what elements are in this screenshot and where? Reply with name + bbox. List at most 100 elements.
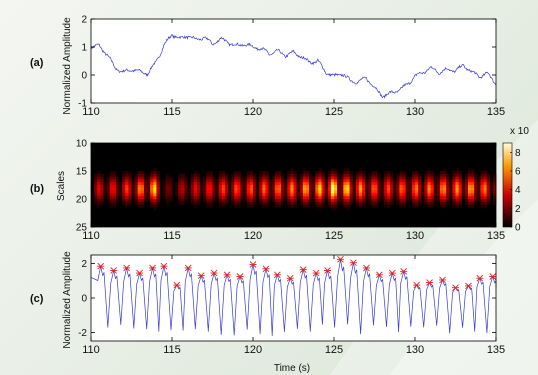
heatmap-cell [122, 196, 126, 200]
heatmap-cell [480, 173, 484, 177]
heatmap-cell [246, 185, 251, 189]
heatmap-cell [178, 187, 182, 191]
heatmap-cell [321, 196, 325, 200]
heatmap-cell [196, 196, 201, 200]
heatmap-cell [262, 199, 266, 203]
heatmap-cell [337, 196, 341, 200]
heatmap-cell [143, 193, 148, 197]
heatmap-cell [193, 187, 198, 191]
heatmap-cell [393, 182, 397, 186]
heatmap-cell [443, 179, 447, 183]
heatmap-cell [178, 179, 182, 183]
heatmap-cell [443, 193, 447, 197]
heatmap-cell [390, 193, 394, 197]
heatmap-cell [128, 173, 132, 177]
heatmap-cell [237, 187, 241, 191]
heatmap-cell [486, 190, 491, 194]
heatmap-cell [330, 201, 335, 205]
heatmap-cell [215, 187, 220, 191]
heatmap-cell [184, 193, 188, 197]
heatmap-cell [352, 179, 357, 183]
heatmap-cell [109, 196, 114, 200]
heatmap-cell [312, 196, 316, 200]
heatmap-cell [268, 190, 272, 194]
x-tick-label: 120 [244, 230, 262, 242]
heatmap-cell [128, 190, 132, 194]
heatmap-cell [334, 193, 338, 197]
heatmap-cell [458, 190, 463, 194]
heatmap-cell [318, 207, 322, 211]
peak-marker [375, 271, 383, 279]
heatmap-cell [374, 190, 378, 194]
x-tick-label: 115 [163, 230, 181, 242]
heatmap-cell [477, 187, 481, 191]
heatmap-cell [343, 185, 347, 189]
heatmap-cell [480, 171, 484, 175]
heatmap-cell [284, 182, 288, 186]
heatmap-cell [265, 190, 269, 194]
heatmap-cell [427, 171, 431, 175]
heatmap-cell [433, 190, 438, 194]
heatmap-cell [203, 199, 207, 203]
heatmap-cell [427, 168, 431, 172]
heatmap-cell [206, 199, 210, 203]
heatmap-cell [277, 176, 282, 180]
heatmap-cell [340, 185, 344, 189]
heatmap-cell [224, 182, 229, 186]
heatmap-cell [362, 176, 366, 180]
heatmap-cell [365, 187, 369, 191]
heatmap-cell [147, 182, 151, 186]
heatmap-cell [281, 182, 285, 186]
x-tick-label: 110 [82, 230, 100, 242]
heatmap-cell [483, 201, 487, 205]
heatmap-cell [418, 196, 422, 200]
heatmap-cell [318, 168, 322, 172]
heatmap-cell [212, 185, 216, 189]
heatmap-cell [262, 171, 266, 175]
heatmap-cell [390, 201, 394, 205]
heatmap-cell [399, 182, 403, 186]
heatmap-cell [106, 179, 110, 183]
heatmap-cell [181, 185, 185, 189]
heatmap-cell [206, 179, 210, 183]
heatmap-cell [334, 179, 338, 183]
heatmap-cell [340, 199, 344, 203]
heatmap-cell [305, 176, 310, 180]
heatmap-cell [100, 196, 104, 200]
heatmap-cell [175, 190, 179, 194]
heatmap-cell [371, 173, 375, 177]
heatmap-cell [318, 182, 322, 186]
heatmap-cell [390, 182, 394, 186]
heatmap-cell [122, 176, 126, 180]
heatmap-cell [443, 171, 447, 175]
heatmap-cell [234, 199, 238, 203]
heatmap-cell [153, 187, 157, 191]
heatmap-cell [324, 182, 329, 186]
peak-marker [97, 262, 105, 270]
heatmap-cell [109, 199, 114, 203]
heatmap-cell [443, 199, 447, 203]
heatmap-cell [449, 182, 453, 186]
heatmap-cell [125, 173, 129, 177]
heatmap-cell [271, 187, 276, 191]
heatmap-cell [150, 173, 154, 177]
heatmap-cell [439, 190, 444, 194]
heatmap-cell [439, 176, 444, 180]
heatmap-cell [408, 185, 413, 189]
heatmap-cell [399, 193, 403, 197]
heatmap-cell [140, 185, 145, 189]
heatmap-cell [246, 193, 251, 197]
heatmap-cell [265, 182, 269, 186]
heatmap-cell [390, 185, 394, 189]
heatmap-cell [290, 168, 294, 172]
heatmap-cell [109, 187, 114, 191]
heatmap-cell [486, 187, 491, 191]
heatmap-cell [455, 185, 459, 189]
heatmap-cell [371, 201, 375, 205]
heatmap-cell [243, 176, 248, 180]
heatmap-cell [137, 196, 142, 200]
heatmap-cell [483, 187, 487, 191]
heatmap-cell [386, 176, 391, 180]
heatmap-cell [337, 193, 341, 197]
heatmap-cell [358, 185, 363, 189]
